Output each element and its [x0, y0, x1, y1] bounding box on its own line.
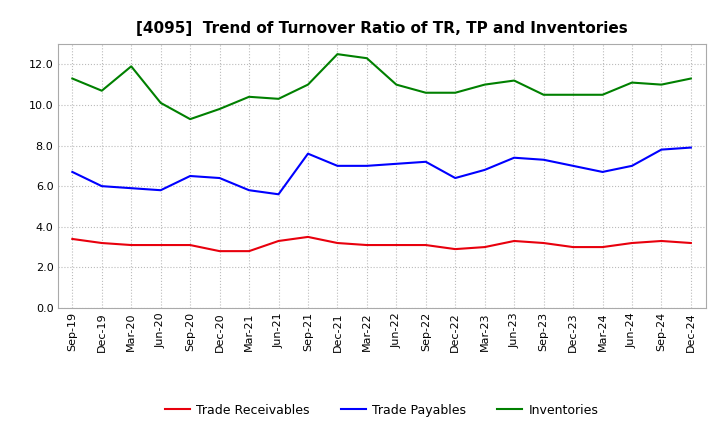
Trade Payables: [186, 173, 194, 179]
Trade Payables: [97, 183, 106, 189]
Trade Receivables: [569, 245, 577, 250]
Trade Receivables: [480, 245, 489, 250]
Inventories: [569, 92, 577, 97]
Inventories: [127, 64, 135, 69]
Trade Receivables: [186, 242, 194, 248]
Trade Receivables: [363, 242, 372, 248]
Trade Receivables: [392, 242, 400, 248]
Inventories: [274, 96, 283, 102]
Inventories: [97, 88, 106, 93]
Trade Receivables: [274, 238, 283, 244]
Trade Payables: [569, 163, 577, 169]
Line: Trade Payables: Trade Payables: [72, 147, 691, 194]
Line: Inventories: Inventories: [72, 54, 691, 119]
Inventories: [156, 100, 165, 106]
Trade Receivables: [68, 236, 76, 242]
Trade Receivables: [628, 240, 636, 246]
Inventories: [628, 80, 636, 85]
Inventories: [68, 76, 76, 81]
Trade Payables: [628, 163, 636, 169]
Trade Payables: [333, 163, 342, 169]
Trade Payables: [304, 151, 312, 156]
Trade Payables: [421, 159, 430, 165]
Trade Payables: [68, 169, 76, 175]
Trade Receivables: [156, 242, 165, 248]
Inventories: [598, 92, 607, 97]
Trade Payables: [598, 169, 607, 175]
Inventories: [245, 94, 253, 99]
Trade Receivables: [333, 240, 342, 246]
Trade Payables: [687, 145, 696, 150]
Trade Payables: [510, 155, 518, 160]
Trade Payables: [363, 163, 372, 169]
Trade Receivables: [421, 242, 430, 248]
Trade Receivables: [539, 240, 548, 246]
Trade Payables: [392, 161, 400, 166]
Inventories: [363, 55, 372, 61]
Inventories: [480, 82, 489, 87]
Trade Receivables: [127, 242, 135, 248]
Inventories: [186, 117, 194, 122]
Trade Receivables: [687, 240, 696, 246]
Trade Receivables: [510, 238, 518, 244]
Trade Receivables: [97, 240, 106, 246]
Trade Receivables: [245, 249, 253, 254]
Line: Trade Receivables: Trade Receivables: [72, 237, 691, 251]
Trade Payables: [215, 176, 224, 181]
Trade Payables: [657, 147, 666, 152]
Trade Receivables: [304, 234, 312, 239]
Inventories: [451, 90, 459, 95]
Trade Receivables: [451, 246, 459, 252]
Inventories: [304, 82, 312, 87]
Trade Payables: [539, 157, 548, 162]
Trade Payables: [156, 187, 165, 193]
Legend: Trade Receivables, Trade Payables, Inventories: Trade Receivables, Trade Payables, Inven…: [160, 399, 603, 422]
Trade Receivables: [215, 249, 224, 254]
Trade Payables: [127, 186, 135, 191]
Inventories: [215, 106, 224, 112]
Inventories: [392, 82, 400, 87]
Trade Payables: [480, 167, 489, 172]
Inventories: [687, 76, 696, 81]
Trade Receivables: [657, 238, 666, 244]
Inventories: [421, 90, 430, 95]
Trade Payables: [274, 192, 283, 197]
Inventories: [333, 51, 342, 57]
Inventories: [510, 78, 518, 83]
Inventories: [657, 82, 666, 87]
Inventories: [539, 92, 548, 97]
Trade Payables: [451, 176, 459, 181]
Trade Payables: [245, 187, 253, 193]
Trade Receivables: [598, 245, 607, 250]
Title: [4095]  Trend of Turnover Ratio of TR, TP and Inventories: [4095] Trend of Turnover Ratio of TR, TP…: [136, 21, 627, 36]
